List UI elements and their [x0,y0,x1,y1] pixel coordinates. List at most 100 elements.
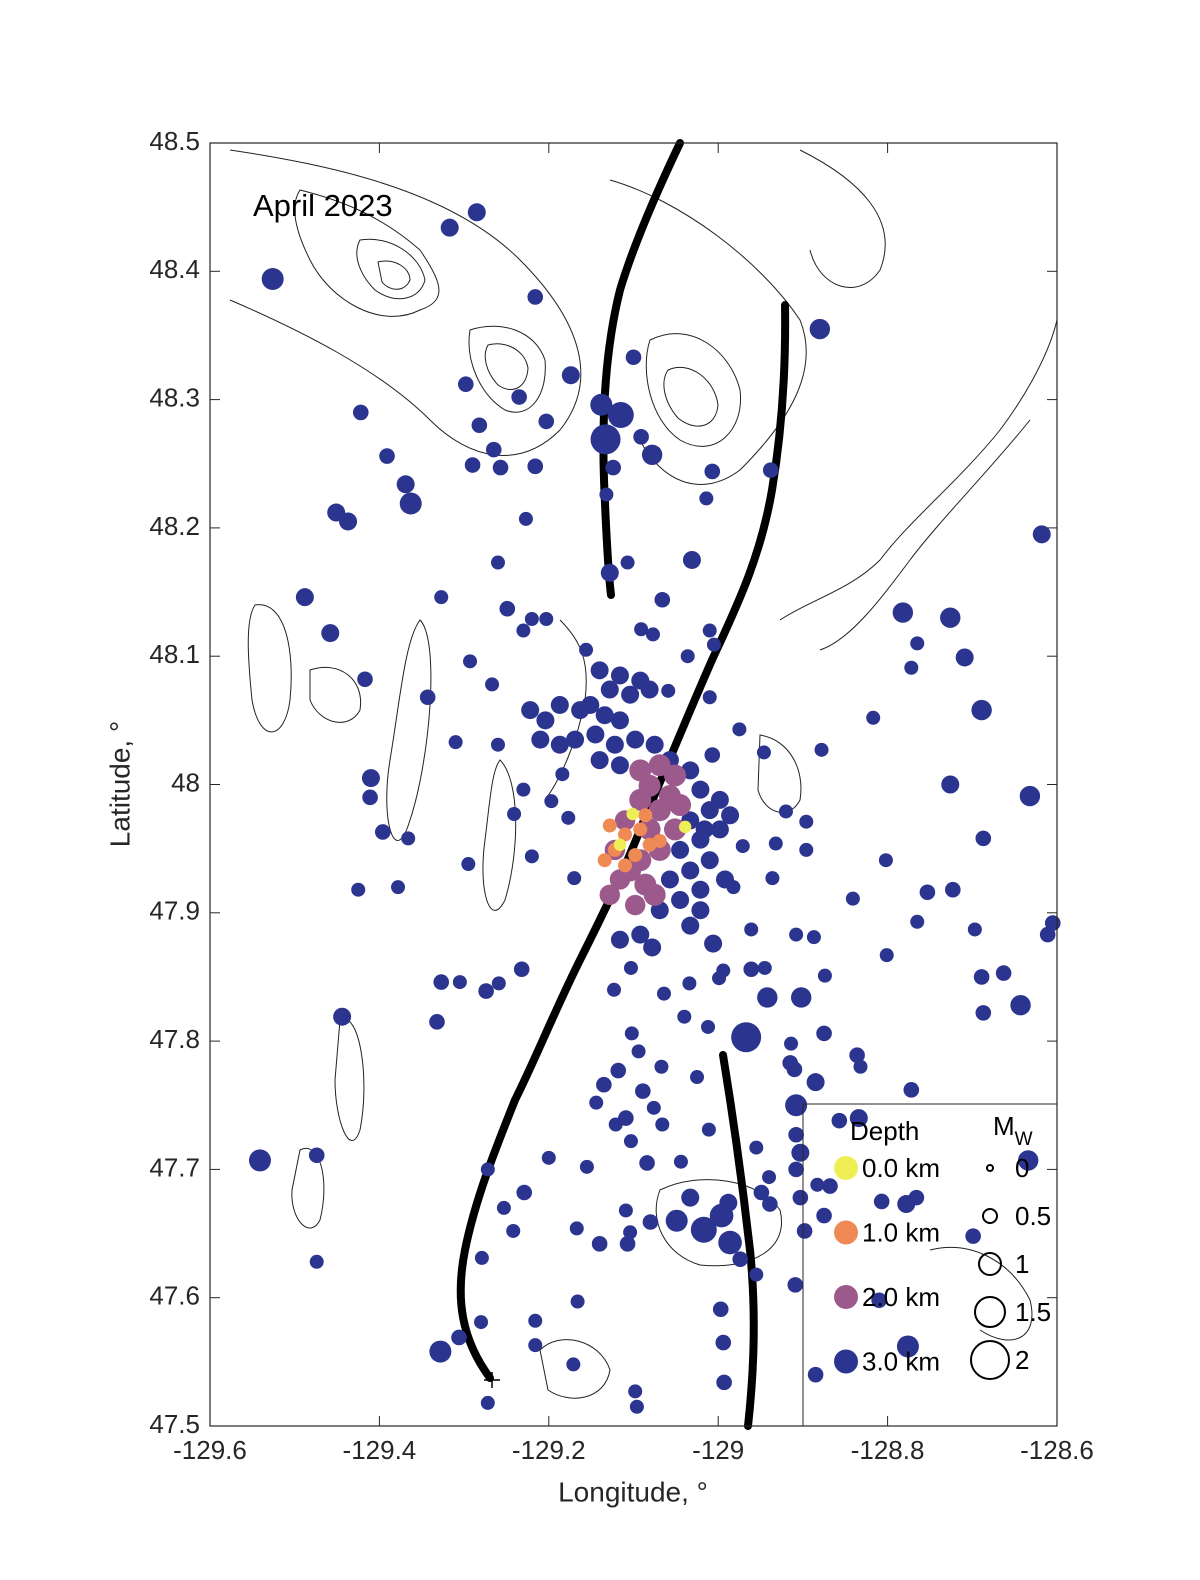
event-point [673,1154,688,1169]
event-point [645,627,660,642]
event-point [897,1195,916,1214]
event-point [955,648,974,667]
event-point [518,511,533,526]
event-point [339,512,358,531]
event-point [467,203,486,222]
contour [609,179,807,485]
event-point [618,1203,633,1218]
event-point [716,1374,732,1391]
event-point [642,1214,659,1230]
y-tick-label: 48 [171,767,200,797]
event-point [645,735,664,754]
event-point [579,642,594,657]
event-point [474,1250,489,1265]
event-point [691,901,710,920]
event-point [485,441,502,458]
event-point [524,849,539,864]
x-tick-label: -129.6 [173,1435,247,1465]
event-point [429,1014,445,1030]
event-point [629,1399,644,1414]
event-point [620,555,635,570]
y-tick-label: 48.2 [149,511,200,541]
event-point [665,1209,688,1232]
event-point [975,830,992,847]
event-point [731,1022,762,1053]
size-legend-title: MW [993,1111,1033,1150]
event-point [744,922,759,937]
event-point [507,807,522,822]
event-point [866,710,881,725]
event-point [357,671,373,688]
event-point [791,1143,810,1162]
event-point [541,1150,556,1165]
event-point [524,611,539,626]
event-point [480,1162,495,1177]
event-point [633,822,648,837]
event-point [849,1109,868,1128]
contour [779,319,1058,621]
event-point [448,735,463,750]
fault-line [599,139,684,599]
event-point [516,1184,533,1201]
event-point [732,722,747,737]
y-tick-label: 47.6 [149,1281,200,1311]
y-tick-label: 47.5 [149,1409,200,1439]
event-point [566,1357,581,1372]
event-point [681,861,700,880]
legend-swatch [834,1349,858,1374]
event-point [853,1059,868,1074]
event-point [351,882,366,897]
event-point [590,661,609,680]
event-point [618,827,633,842]
event-point [831,1112,848,1129]
event-point [527,458,544,475]
event-point [749,1140,764,1155]
event-point [732,1251,749,1268]
event-point [248,1149,271,1172]
event-point [496,1200,511,1215]
event-point [600,680,619,699]
event-point [589,1095,604,1110]
event-point [550,735,569,754]
event-point [362,789,378,806]
x-tick-label: -129.4 [343,1435,417,1465]
legend-swatch [834,1220,858,1245]
event-point [967,922,982,937]
event-point [401,831,416,846]
event-point [809,318,831,340]
legend: Depth MW 0.0 km 1.0 km 2.0 km 3.0 km 0 0.5 1 1.… [802,1103,1057,1426]
event-point [633,429,649,445]
event-point [910,636,925,651]
event-point [463,654,478,669]
event-point [550,695,569,714]
event-point [490,737,505,752]
event-point [735,839,750,854]
event-point [810,1177,825,1192]
event-point [506,1223,521,1238]
event-point [702,623,717,638]
event-point [677,1009,692,1024]
event-point [607,401,634,428]
event-point [704,463,721,480]
event-point [605,459,621,476]
event-point [452,975,467,990]
event-point [623,1134,638,1149]
fault-line [719,1051,758,1430]
event-point [784,1036,799,1051]
legend-label: 1.0 km [862,1217,940,1247]
event-point [941,775,960,794]
event-point [791,987,812,1008]
event-point [799,842,814,857]
size-legend-title-subscript: W [1015,1129,1033,1150]
y-axis-label: Latitude, ° [104,721,135,847]
event-point [639,1155,655,1171]
event-point [591,1236,608,1252]
event-point [595,706,614,725]
event-point [878,853,893,868]
event-point [1019,785,1041,807]
event-point [621,685,640,704]
event-point [631,925,650,944]
size-legend-label: 0.5 [1015,1201,1051,1231]
event-point [871,1292,887,1309]
event-point [712,971,727,986]
